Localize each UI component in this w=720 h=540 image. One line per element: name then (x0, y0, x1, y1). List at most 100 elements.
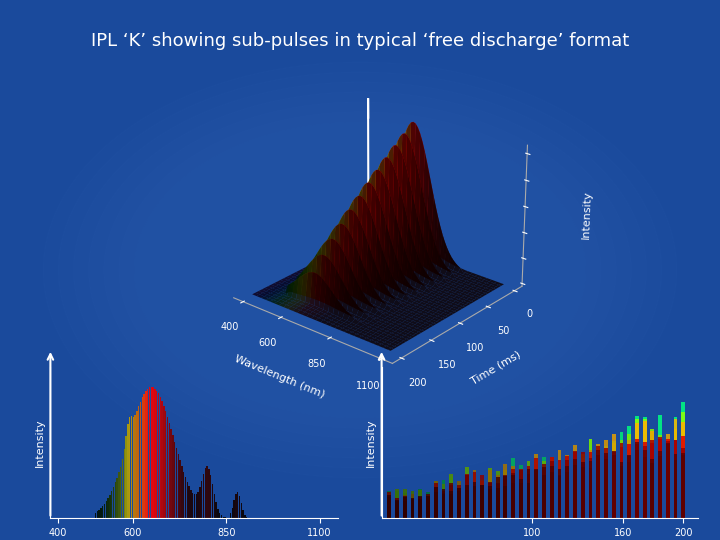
Bar (658, 456, 662, 518)
Bar (674, 429, 678, 518)
Bar (410, 500, 415, 518)
Bar (627, 440, 631, 518)
Bar (465, 467, 469, 518)
Bar (643, 421, 647, 518)
Bar (465, 490, 469, 518)
Bar (519, 469, 523, 518)
Bar (379, 501, 384, 518)
Bar (189, 486, 190, 518)
Bar (221, 515, 222, 518)
Bar (192, 493, 194, 518)
Bar (403, 494, 407, 518)
Bar (650, 438, 654, 518)
Bar (172, 435, 174, 518)
Bar (212, 484, 213, 518)
Bar (472, 470, 477, 518)
Bar (643, 442, 647, 518)
Bar (588, 458, 593, 518)
Bar (681, 436, 685, 518)
Bar (480, 485, 484, 518)
Bar (161, 401, 163, 518)
Bar (542, 457, 546, 518)
Bar (465, 476, 469, 518)
Bar (581, 454, 585, 518)
Bar (643, 419, 647, 518)
Bar (395, 501, 399, 518)
Bar (472, 482, 477, 518)
Bar (503, 475, 508, 518)
Bar (219, 513, 220, 518)
Bar (410, 494, 415, 518)
Bar (142, 397, 143, 518)
Bar (496, 471, 500, 518)
Bar (542, 464, 546, 518)
Bar (472, 487, 477, 518)
Bar (395, 498, 399, 518)
Bar (573, 452, 577, 518)
Bar (550, 466, 554, 518)
Bar (122, 459, 123, 518)
Bar (619, 443, 624, 518)
Bar (511, 466, 515, 518)
Bar (658, 439, 662, 518)
Bar (480, 481, 484, 518)
Bar (519, 483, 523, 518)
Bar (125, 436, 127, 518)
Bar (426, 496, 430, 518)
Bar (150, 387, 152, 518)
Bar (550, 457, 554, 518)
Bar (666, 440, 670, 518)
Bar (635, 439, 639, 518)
Bar (612, 443, 616, 518)
Bar (627, 456, 631, 518)
Bar (154, 388, 156, 518)
Bar (222, 517, 224, 518)
Bar (457, 488, 461, 518)
Bar (379, 502, 384, 518)
Bar (619, 465, 624, 518)
Bar (542, 467, 546, 518)
Bar (519, 470, 523, 518)
Bar (185, 477, 186, 518)
Bar (186, 482, 188, 518)
Bar (619, 447, 624, 518)
Bar (511, 475, 515, 518)
Bar (145, 391, 147, 518)
Bar (379, 504, 384, 518)
Bar (233, 501, 235, 518)
Y-axis label: Time (ms): Time (ms) (469, 349, 522, 386)
Bar (650, 462, 654, 518)
Bar (426, 496, 430, 518)
Bar (550, 458, 554, 518)
Bar (612, 455, 616, 518)
Bar (496, 483, 500, 518)
Bar (403, 495, 407, 518)
Bar (674, 440, 678, 518)
Bar (217, 509, 219, 518)
Bar (658, 446, 662, 518)
Bar (480, 482, 484, 518)
Bar (542, 469, 546, 518)
Bar (449, 477, 453, 518)
Bar (558, 463, 562, 518)
Bar (527, 467, 531, 518)
Bar (612, 441, 616, 518)
Bar (147, 389, 148, 518)
Bar (403, 489, 407, 518)
Bar (573, 446, 577, 518)
Bar (131, 416, 132, 518)
Bar (643, 446, 647, 518)
Bar (107, 498, 109, 518)
Bar (681, 422, 685, 518)
Bar (244, 515, 246, 518)
Bar (434, 487, 438, 518)
Bar (627, 444, 631, 518)
Bar (534, 460, 539, 518)
Bar (395, 501, 399, 518)
Bar (480, 475, 484, 518)
Bar (210, 475, 212, 518)
Bar (197, 492, 199, 518)
Bar (496, 478, 500, 518)
Bar (581, 460, 585, 518)
Bar (426, 495, 430, 518)
